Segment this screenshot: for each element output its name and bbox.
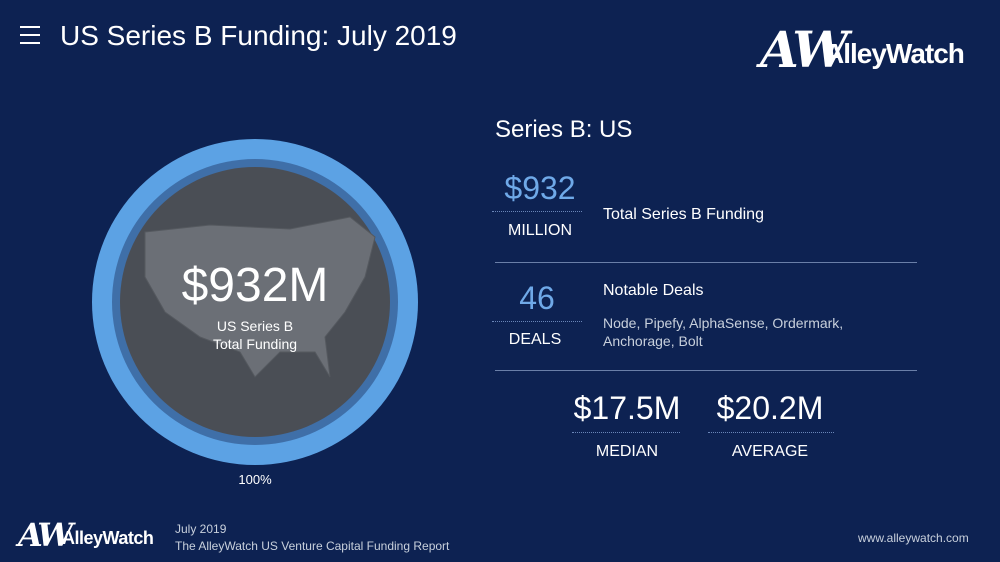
us-map	[144, 216, 376, 378]
stat-value: 46	[519, 280, 555, 316]
summary-value: $20.2M	[716, 390, 824, 426]
stat-label: Notable Deals	[603, 282, 704, 299]
circle-line: US Series B	[216, 318, 294, 334]
footer-url[interactable]: www.alleywatch.com	[858, 531, 969, 545]
circle-line: Total Funding	[212, 336, 298, 352]
footer-report: The AlleyWatch US Venture Capital Fundin…	[175, 539, 450, 553]
summary-label: MEDIAN	[595, 443, 659, 460]
page-title: US Series B Funding: July 2019	[60, 20, 457, 51]
stat-detail: Node, Pipefy, AlphaSense, Ordermark,	[603, 315, 844, 331]
stat-detail: Anchorage, Bolt	[603, 333, 703, 349]
footer-logo-mark: AW	[18, 516, 73, 554]
divider	[495, 370, 917, 371]
stat-unit: MILLION	[507, 222, 572, 239]
circle-amount: $932M	[181, 259, 329, 312]
summary-label: AVERAGE	[731, 443, 809, 460]
divider	[495, 262, 917, 263]
ring-label: 100%	[238, 472, 272, 487]
footer-logo-name: AlleyWatch	[62, 528, 154, 548]
divider	[572, 432, 680, 433]
stat-unit: DEALS	[508, 331, 562, 348]
divider	[492, 211, 582, 212]
summary-value: $17.5M	[573, 390, 681, 426]
divider	[492, 321, 582, 322]
ring-chart	[92, 139, 418, 465]
logo-mark: AW	[760, 20, 848, 79]
stat-value: $932	[504, 170, 576, 206]
menu-icon[interactable]	[20, 26, 40, 44]
stat-label: Total Series B Funding	[603, 206, 764, 223]
divider	[708, 432, 834, 433]
panel-title: Series B: US	[495, 116, 633, 143]
footer-date: July 2019	[175, 522, 227, 536]
logo-name: AlleyWatch	[824, 38, 965, 69]
